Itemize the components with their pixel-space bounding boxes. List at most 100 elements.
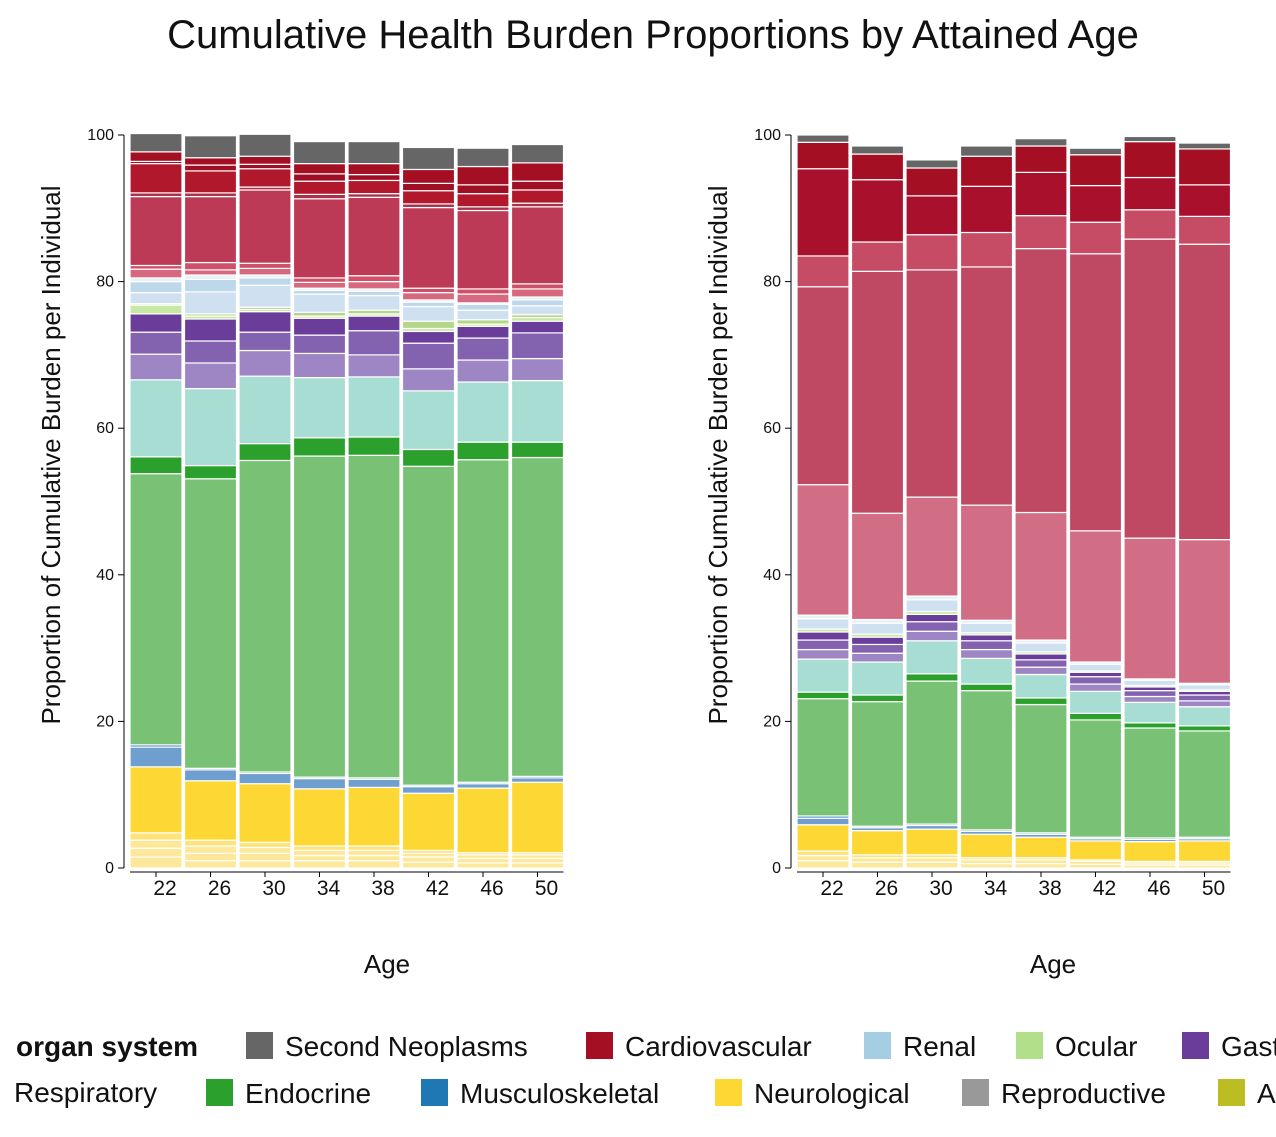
- left-y-tick-label: 60: [96, 420, 114, 437]
- right-bar-segment: [1068, 683, 1123, 692]
- left-bar-segment: [510, 862, 565, 869]
- legend-swatch: [962, 1079, 989, 1106]
- left-bar-segment: [183, 135, 238, 159]
- right-bar-segment: [1123, 537, 1177, 680]
- right-bar-segment: [850, 241, 905, 272]
- legend-label: Endocrine: [245, 1078, 371, 1109]
- right-bar-segment: [1068, 253, 1123, 532]
- left-bar-segment: [238, 155, 292, 165]
- left-bar-segment: [238, 168, 292, 188]
- left-bar-segment: [129, 132, 183, 153]
- right-bar-segment: [796, 134, 850, 143]
- right-bar-segment: [1068, 690, 1123, 714]
- legend-swatch: [1016, 1032, 1043, 1059]
- legend-swatch: [246, 1032, 273, 1059]
- right-x-axis-label: Age: [1030, 949, 1076, 979]
- left-bar-segment: [183, 780, 238, 841]
- right-bar-segment: [850, 857, 905, 863]
- right-bar-segment: [1177, 700, 1232, 708]
- right-bar-segment: [1177, 840, 1232, 863]
- left-bar-segment: [347, 162, 401, 176]
- left-bar-segment: [129, 456, 183, 475]
- left-y-tick-label: 20: [96, 713, 114, 730]
- right-bar-segment: [905, 861, 959, 869]
- left-bar-segment: [292, 317, 347, 336]
- right-bar-segment: [1123, 690, 1177, 698]
- right-bar-segment: [850, 636, 905, 646]
- right-bar-segment: [1068, 676, 1123, 685]
- left-bar-segment: [456, 441, 510, 461]
- right-x-axis: 22 26 30 34 38 42 46 50: [797, 871, 1231, 900]
- right-bar-segment: [796, 658, 850, 693]
- left-bar-segment: [292, 193, 347, 200]
- left-bar-segment: [510, 283, 565, 290]
- left-bar-segment: [510, 299, 565, 307]
- right-bar-segment: [1177, 142, 1232, 150]
- right-bar-segment: [905, 857, 959, 863]
- left-bar-segment: [456, 787, 510, 854]
- left-bar-segment: [292, 788, 347, 847]
- right-bar-segment: [1068, 712, 1123, 721]
- legend-label: Ocular: [1055, 1031, 1137, 1062]
- left-bar-segment: [401, 448, 456, 467]
- right-bar-segment: [796, 850, 850, 857]
- right-bar-segment: [1177, 725, 1232, 732]
- left-bar-segment: [183, 845, 238, 854]
- right-y-tick-label: 40: [763, 567, 781, 584]
- left-y-axis-label: Proportion of Cumulative Burden per Indi…: [36, 185, 66, 724]
- left-bar-segment: [238, 772, 292, 785]
- legend-label: Renal: [903, 1031, 976, 1062]
- right-bar-segment: [850, 622, 905, 635]
- left-bar-segment: [129, 151, 183, 162]
- left-bar-segment: [129, 281, 183, 294]
- legend: organ system Second Neoplasms Cardiovascu…: [14, 1031, 1276, 1109]
- left-bar-segment: [183, 291, 238, 315]
- right-x-tick-label: 22: [820, 877, 843, 900]
- legend-swatch: [715, 1079, 742, 1106]
- right-bar-segment: [959, 231, 1014, 268]
- left-bar-segment: [129, 162, 183, 194]
- left-bar-segment: [456, 783, 510, 789]
- legend-label-respiratory: Respiratory: [14, 1077, 157, 1108]
- left-bar-segment: [401, 305, 456, 322]
- left-bar-segment: [183, 170, 238, 194]
- right-bar-segment: [959, 657, 1014, 685]
- right-bar-segment: [1123, 209, 1177, 240]
- right-bar-segment: [796, 484, 850, 616]
- left-bar-segment: [347, 778, 401, 788]
- left-bar-segment: [347, 290, 401, 297]
- left-bar-segment: [456, 303, 510, 311]
- left-bar-segment: [238, 133, 292, 157]
- left-bar-segment: [401, 320, 456, 330]
- right-panel: 0 20 40 60 80 100 22 26 30 34 38 42 46 50 Age Propor…: [703, 127, 1232, 979]
- right-bar-segment: [1123, 722, 1177, 729]
- left-bar-segment: [347, 849, 401, 857]
- left-bar-segment: [401, 465, 456, 786]
- left-bar-segment: [510, 162, 565, 182]
- left-bar-segment: [456, 209, 510, 290]
- right-x-tick-label: 50: [1202, 877, 1225, 900]
- left-bar-segment: [238, 459, 292, 773]
- right-bar-segment: [959, 648, 1014, 659]
- right-bar-segment: [796, 639, 850, 651]
- right-bar-segment: [796, 698, 850, 817]
- right-bar-segment: [1014, 697, 1068, 706]
- right-bar-segment: [959, 145, 1014, 157]
- legend-label: A: [1257, 1078, 1276, 1109]
- left-bar-segment: [292, 849, 347, 857]
- left-bar-segment: [292, 845, 347, 852]
- left-bar-segment: [456, 319, 510, 325]
- left-bar-segment: [238, 284, 292, 308]
- right-bar-segment: [1177, 184, 1232, 217]
- left-bar-segment: [456, 288, 510, 295]
- right-bar-segment: [796, 817, 850, 826]
- left-bar-segment: [456, 309, 510, 321]
- left-bar-segment: [347, 376, 401, 438]
- left-bar-segment: [510, 777, 565, 783]
- left-bar-segment: [510, 206, 565, 285]
- left-bar-segment: [347, 179, 401, 195]
- right-bar-segment: [959, 690, 1014, 831]
- legend-swatch: [1218, 1079, 1245, 1106]
- left-x-tick-label: 42: [426, 877, 449, 900]
- legend-swatch: [586, 1032, 613, 1059]
